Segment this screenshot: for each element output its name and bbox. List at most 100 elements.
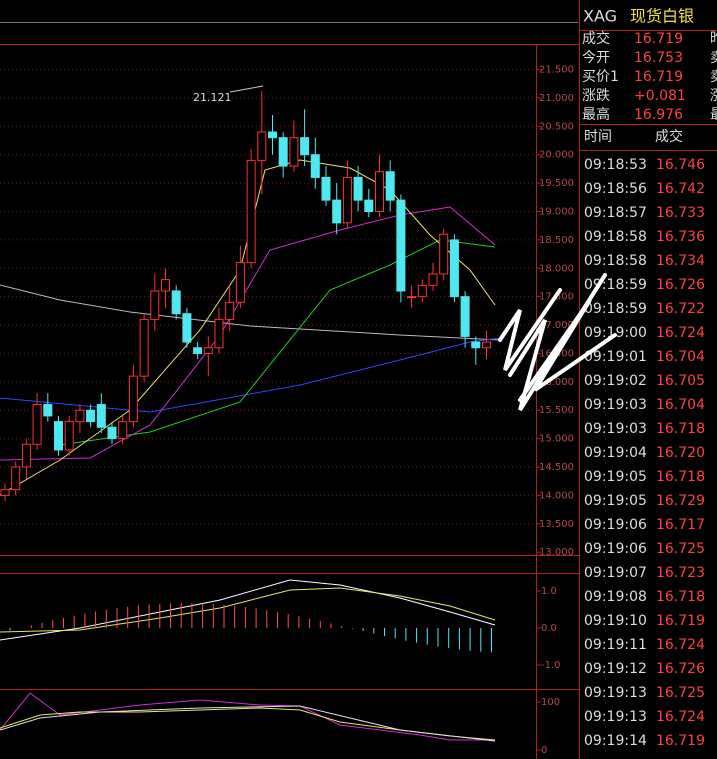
candle-body	[107, 426, 117, 440]
arrow	[518, 298, 617, 402]
y-tick-label: 20.500	[539, 121, 574, 132]
y-tick-label: 16.000	[539, 377, 574, 388]
trade-time: 09:18:57	[584, 205, 647, 221]
trade-time: 09:19:11	[584, 637, 647, 653]
candle-body	[54, 421, 63, 451]
candle-body	[385, 171, 395, 201]
candle-body	[225, 301, 235, 320]
candle-body	[364, 199, 374, 212]
candle-body	[75, 409, 85, 423]
trade-price: 16.736	[656, 229, 705, 245]
quote-value: 16.976	[634, 107, 683, 123]
candle-body	[310, 154, 320, 178]
trade-price: 16.724	[656, 325, 705, 341]
y-tick-label: 19.500	[539, 178, 574, 189]
candle-body	[203, 347, 213, 354]
trade-time: 09:18:58	[584, 229, 647, 245]
trade-time: 09:19:05	[584, 469, 647, 485]
trade-price: 16.722	[656, 301, 705, 317]
candle-body	[128, 375, 138, 423]
trade-price: 16.726	[656, 661, 705, 677]
y-tick-label: 14.500	[539, 462, 574, 473]
candle-body	[460, 296, 470, 337]
trade-price: 16.718	[656, 421, 705, 437]
trade-list: 时间 成交 09:18:53 16.746 09:18:56 16.742 09:18:57…	[584, 128, 705, 749]
symbol: XAG	[583, 7, 617, 26]
candle-body	[182, 313, 192, 343]
candle-body	[96, 404, 106, 428]
trade-price: 16.724	[656, 637, 705, 653]
trade-price: 16.734	[656, 253, 705, 269]
grid: 21.500 21.000 20.500 20.000 19.500 19.000 18.5…	[0, 65, 574, 558]
candles	[0, 91, 491, 502]
candle-body	[300, 137, 310, 156]
trade-time: 09:19:14	[584, 733, 647, 749]
symbol-name: 现货白银	[630, 7, 694, 26]
candle-body	[32, 404, 42, 445]
y-tick-label: 15.000	[539, 434, 574, 445]
candle-body	[235, 262, 245, 303]
osc-line	[0, 705, 496, 742]
trade-price: 16.719	[656, 733, 705, 749]
y-tick-label: 21.500	[539, 65, 574, 76]
candle-body	[11, 466, 21, 491]
trade-time: 09:19:13	[584, 685, 647, 701]
candle-body	[86, 409, 96, 423]
quote-label: 最高	[582, 106, 610, 123]
candle-body	[321, 176, 331, 201]
trade-price: 16.718	[656, 469, 705, 485]
trade-price: 16.729	[656, 493, 705, 509]
trade-header: 时间	[584, 129, 612, 145]
candle-body	[214, 318, 224, 349]
y-tick-label: 18.000	[539, 263, 574, 274]
trade-time: 09:18:59	[584, 301, 647, 317]
candle-body	[353, 176, 363, 201]
trade-time: 09:19:12	[584, 661, 647, 677]
max-leader	[229, 85, 264, 93]
trade-price: 16.723	[656, 565, 705, 581]
trade-price: 16.733	[656, 205, 705, 221]
candle-body	[449, 239, 459, 298]
trade-price: 16.724	[656, 709, 705, 725]
trade-time: 09:19:06	[584, 541, 647, 557]
y-tick-label: 20.000	[539, 150, 574, 161]
quote-side: 昨	[710, 31, 717, 47]
trade-price: 16.725	[656, 541, 705, 557]
candle-body	[21, 443, 31, 468]
trade-price: 16.746	[656, 157, 705, 173]
quote-label: 成交	[582, 30, 610, 47]
y-tick-label: 19.000	[539, 206, 574, 217]
y-tick-label: 21.000	[539, 93, 574, 104]
trade-price: 16.725	[656, 685, 705, 701]
quote-label: 买价1	[582, 69, 619, 85]
candle-body	[482, 341, 491, 349]
trade-time: 09:19:04	[584, 445, 647, 461]
candle-body	[0, 489, 10, 496]
trade-time: 09:19:10	[584, 613, 647, 629]
trade-time: 09:19:00	[584, 325, 647, 341]
quote-side: 卖	[710, 69, 717, 85]
quote-side: 涨	[710, 88, 717, 104]
max-label: 21.121	[193, 91, 232, 104]
candle-body	[417, 284, 427, 298]
candle-body	[407, 296, 417, 299]
quote-label: 涨跌	[582, 88, 610, 104]
quote-value: 16.753	[634, 50, 683, 66]
candle-body	[246, 159, 256, 264]
candle-body	[439, 233, 449, 275]
quote-value: 16.719	[634, 69, 683, 85]
osc-tick-label: 0	[541, 745, 547, 756]
trade-price: 16.717	[656, 517, 705, 533]
candle-body	[332, 199, 342, 224]
trade-price: 16.742	[656, 181, 705, 197]
candle-body	[396, 199, 406, 292]
trade-header: 成交	[655, 128, 683, 145]
candle-body	[118, 421, 128, 440]
trade-price: 16.718	[656, 589, 705, 605]
y-tick-label: 17.000	[539, 320, 574, 331]
y-tick-label: 15.500	[539, 405, 574, 416]
candle-body	[471, 341, 481, 349]
trade-price: 16.704	[656, 349, 705, 365]
